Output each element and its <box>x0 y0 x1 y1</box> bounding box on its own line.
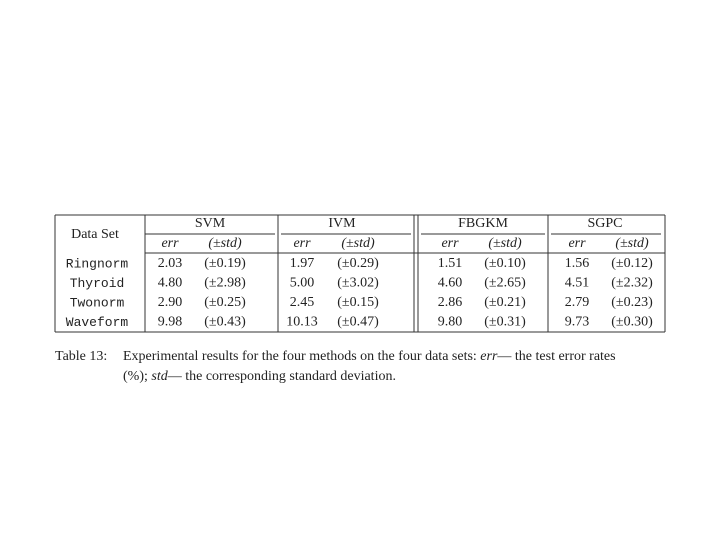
cell: (±0.21) <box>484 295 526 310</box>
cell: 2.03 <box>158 256 183 271</box>
cell: 9.73 <box>565 315 590 330</box>
cell: 1.51 <box>438 256 463 271</box>
cell: 1.97 <box>290 256 315 271</box>
cell: 9.98 <box>158 315 183 330</box>
method-header: SGPC <box>587 216 622 231</box>
cell: 4.60 <box>438 276 463 291</box>
cell: (±0.19) <box>204 256 246 271</box>
table-rules <box>54 214 666 333</box>
method-header: IVM <box>328 216 356 231</box>
row-label: Ringnorm <box>66 256 129 271</box>
row-label: Thyroid <box>70 276 125 291</box>
cell: (±0.23) <box>611 295 653 310</box>
method-header: SVM <box>195 216 226 231</box>
sub-header: err <box>161 236 179 251</box>
caption-segment: Experimental results for the four method… <box>123 349 480 364</box>
row-label: Twonorm <box>70 295 125 310</box>
sub-header: (±std) <box>341 236 375 251</box>
cell: 2.79 <box>565 295 590 310</box>
caption-segment: (%); <box>123 369 151 384</box>
caption-segment: — the corresponding standard deviation. <box>167 369 396 384</box>
caption-segment: — the test error rates <box>496 349 615 364</box>
cell: (±0.25) <box>204 295 246 310</box>
cell: 2.86 <box>438 295 463 310</box>
cell: (±0.47) <box>337 315 379 330</box>
sub-header: (±std) <box>208 236 242 251</box>
cell: 1.56 <box>565 256 590 271</box>
caption-segment: err <box>480 349 498 364</box>
cell: 10.13 <box>286 315 318 330</box>
cell: (±0.10) <box>484 256 526 271</box>
cell: (±3.02) <box>337 276 379 291</box>
cell: (±0.30) <box>611 315 653 330</box>
corner-header: Data Set <box>71 227 119 242</box>
sub-header: err <box>441 236 459 251</box>
sub-header: (±std) <box>488 236 522 251</box>
cell: (±0.15) <box>337 295 379 310</box>
cell: (±2.65) <box>484 276 526 291</box>
method-header: FBGKM <box>458 216 508 231</box>
cell: 2.45 <box>290 295 315 310</box>
cell: 9.80 <box>438 315 463 330</box>
cell: 4.80 <box>158 276 183 291</box>
cell: 4.51 <box>565 276 590 291</box>
cell: (±0.43) <box>204 315 246 330</box>
sub-header: err <box>293 236 311 251</box>
caption-label: Table 13: <box>55 349 107 364</box>
cell: (±0.31) <box>484 315 526 330</box>
sub-header: err <box>568 236 586 251</box>
cell: 2.90 <box>158 295 183 310</box>
cell: (±0.12) <box>611 256 653 271</box>
row-label: Waveform <box>66 315 129 330</box>
cell: (±2.32) <box>611 276 653 291</box>
caption-line: Experimental results for the four method… <box>123 349 616 364</box>
caption-segment: std <box>151 369 168 384</box>
sub-header: (±std) <box>615 236 649 251</box>
cell: 5.00 <box>290 276 315 291</box>
caption-line: (%); std— the corresponding standard dev… <box>123 369 396 384</box>
cell: (±2.98) <box>204 276 246 291</box>
cell: (±0.29) <box>337 256 379 271</box>
